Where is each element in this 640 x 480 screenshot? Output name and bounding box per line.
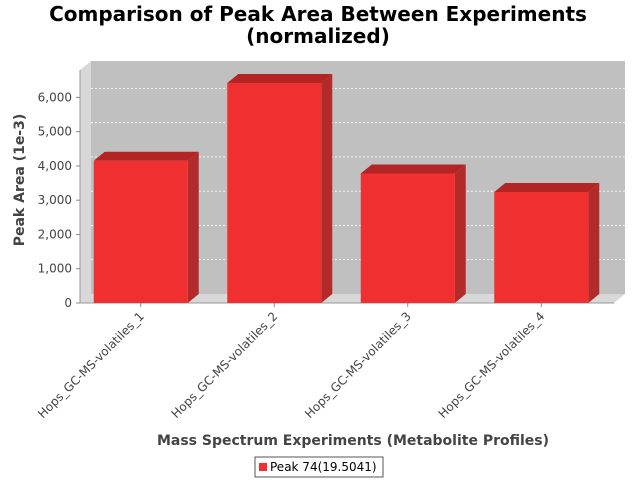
legend-box <box>254 456 384 478</box>
plot-back-wall <box>91 61 625 294</box>
chart-subtitle: (normalized) <box>246 24 390 48</box>
bar-top <box>494 182 600 192</box>
legend: Peak 74(19.5041) <box>254 456 384 478</box>
bar-front <box>494 191 589 303</box>
bar-side <box>588 182 600 303</box>
bar-top <box>360 164 466 174</box>
legend-entry-label: Peak 74(19.5041) <box>270 460 377 474</box>
plot-floor <box>80 294 625 303</box>
x-axis-label: Mass Spectrum Experiments (Metabolite Pr… <box>157 433 549 449</box>
y-tick-label: 1,000 <box>38 262 72 276</box>
bar-top <box>93 151 199 161</box>
bar-side <box>454 164 466 303</box>
bar-front <box>360 173 455 303</box>
bar <box>360 164 466 303</box>
y-tick-label: 0 <box>64 296 72 310</box>
bar-front <box>227 83 322 303</box>
x-category-label: Hops_GC-MS-volatiles_4 <box>436 309 548 421</box>
plot-left-wall <box>80 61 91 303</box>
bar-side <box>187 151 199 303</box>
y-tick-label: 3,000 <box>38 193 72 207</box>
y-tick-label: 2,000 <box>38 227 72 241</box>
legend-swatch <box>259 463 267 471</box>
y-tick-label: 5,000 <box>38 125 72 139</box>
bar <box>494 182 600 303</box>
chart-title: Comparison of Peak Area Between Experime… <box>49 2 587 26</box>
y-axis-ticks: 0 1,000 2,000 3,000 4,000 5,000 6,000 <box>38 90 80 310</box>
bar-side <box>321 74 333 303</box>
bar <box>227 74 333 303</box>
bars <box>93 74 600 303</box>
y-tick-label: 4,000 <box>38 159 72 173</box>
x-axis-category-labels: Hops_GC-MS-volatiles_1 Hops_GC-MS-volatil… <box>35 303 547 421</box>
bar <box>93 151 199 303</box>
y-axis-label: Peak Area (1e-3) <box>12 114 28 247</box>
bar-front <box>93 160 188 303</box>
y-tick-label: 6,000 <box>38 90 72 104</box>
x-category-label: Hops_GC-MS-volatiles_1 <box>35 309 147 421</box>
bar-top <box>227 74 333 84</box>
x-category-label: Hops_GC-MS-volatiles_2 <box>169 309 281 421</box>
x-category-label: Hops_GC-MS-volatiles_3 <box>302 309 414 421</box>
